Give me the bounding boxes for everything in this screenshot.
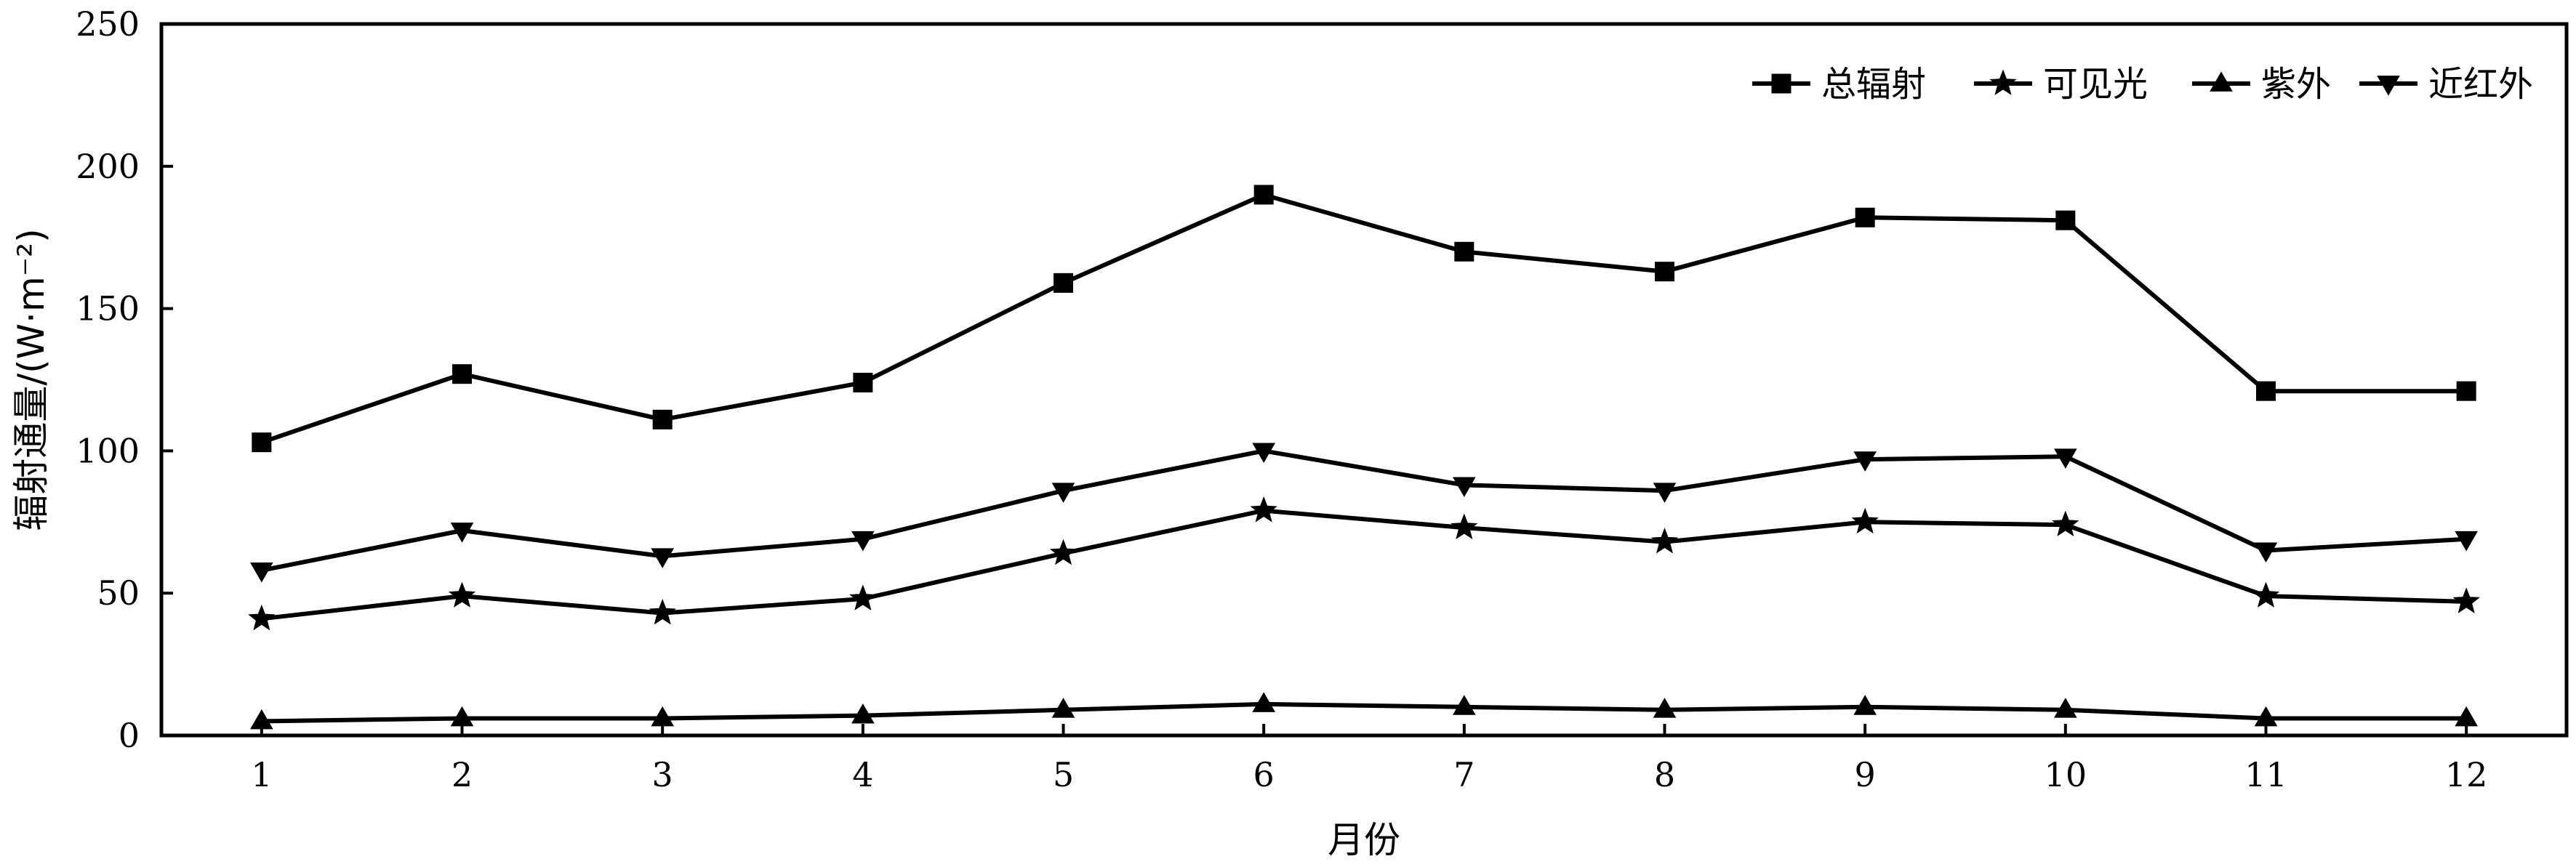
data-point [851, 531, 875, 552]
data-point [1051, 483, 1075, 503]
data-point [2254, 542, 2278, 563]
data-point [448, 581, 476, 608]
data-point [651, 706, 674, 727]
legend-marker [2377, 76, 2400, 96]
series-line [261, 448, 2467, 573]
data-point [2456, 381, 2476, 401]
series-line [260, 193, 2467, 445]
legend-item: 总辐射 [1752, 64, 1926, 105]
data-point [450, 706, 474, 727]
x-tick-label: 11 [2244, 755, 2287, 794]
data-point [2455, 531, 2478, 552]
x-tick-label: 9 [1855, 755, 1876, 794]
data-point [2452, 587, 2480, 613]
legend-marker [1989, 69, 2017, 95]
data-point [2055, 210, 2076, 230]
x-tick-label: 8 [1654, 755, 1675, 794]
series-4 [250, 443, 2478, 583]
data-point [849, 584, 877, 610]
data-point [851, 703, 875, 724]
y-tick-label: 50 [97, 573, 140, 613]
y-tick-label: 200 [76, 147, 140, 186]
legend-marker [2210, 71, 2233, 92]
data-point [1851, 507, 1879, 534]
legend-item: 近红外 [2359, 64, 2533, 105]
legend-label: 可见光 [2043, 64, 2148, 105]
plot-frame [159, 22, 2569, 738]
series-1 [252, 185, 2476, 453]
data-point [651, 548, 674, 568]
data-point [652, 409, 673, 430]
data-point [450, 523, 474, 543]
x-tick-label: 1 [251, 755, 272, 794]
data-point [2054, 698, 2077, 718]
data-point [2052, 510, 2079, 537]
data-point [248, 604, 276, 631]
data-point [1855, 207, 1875, 227]
legend: 总辐射 可见光 紫外 近红外 [1752, 64, 2533, 105]
legend-label: 紫外 [2261, 64, 2331, 105]
x-tick-label: 6 [1253, 755, 1275, 794]
data-point [1853, 695, 1877, 715]
data-point [1252, 692, 1275, 712]
legend-item: 紫外 [2192, 64, 2331, 105]
x-axis-title: 月份 [1328, 819, 1400, 861]
data-point [1054, 273, 1073, 293]
data-point [1252, 443, 1275, 464]
legend-label: 总辐射 [1821, 64, 1926, 105]
data-point [2455, 706, 2478, 727]
data-point [649, 599, 676, 625]
data-point [1655, 262, 1674, 282]
legend-item: 可见光 [1974, 64, 2148, 105]
x-tick-label: 7 [1453, 755, 1474, 794]
series-group [248, 185, 2480, 730]
data-point [252, 432, 272, 453]
data-point [1051, 698, 1075, 718]
x-tick-label: 2 [452, 755, 473, 794]
series-line [261, 701, 2467, 724]
data-point [1454, 241, 1474, 262]
series-line [261, 508, 2467, 621]
x-tick-label: 4 [852, 755, 873, 794]
data-point [853, 372, 873, 392]
data-point [2252, 581, 2280, 608]
x-tick-label: 5 [1053, 755, 1074, 794]
data-point [1853, 451, 1877, 472]
data-point [1253, 185, 1274, 205]
data-point [2256, 381, 2276, 401]
y-tick-label: 150 [76, 289, 140, 328]
x-tick-label: 3 [652, 755, 673, 794]
data-point [1049, 539, 1078, 565]
y-tick-label: 0 [119, 716, 140, 755]
legend-marker [1771, 73, 1791, 94]
data-point [452, 364, 472, 384]
legend-label: 近红外 [2428, 64, 2533, 105]
x-tick-label: 10 [2045, 755, 2087, 794]
y-axis-title: 辐射通量/(W·m⁻²) [10, 228, 52, 531]
data-point [1653, 698, 1677, 718]
data-point [1450, 513, 1478, 540]
data-point [1250, 496, 1277, 523]
data-point [250, 562, 273, 583]
data-point [1453, 477, 1476, 497]
data-point [1453, 695, 1476, 715]
data-point [2054, 448, 2077, 469]
data-point [1653, 483, 1677, 503]
data-point [250, 709, 273, 730]
x-tick-label: 12 [2445, 755, 2488, 794]
y-tick-label: 250 [76, 4, 140, 44]
series-2 [248, 496, 2480, 631]
y-tick-label: 100 [76, 431, 140, 470]
data-point [2254, 706, 2278, 727]
data-point [1650, 528, 1679, 554]
series-3 [250, 692, 2478, 730]
